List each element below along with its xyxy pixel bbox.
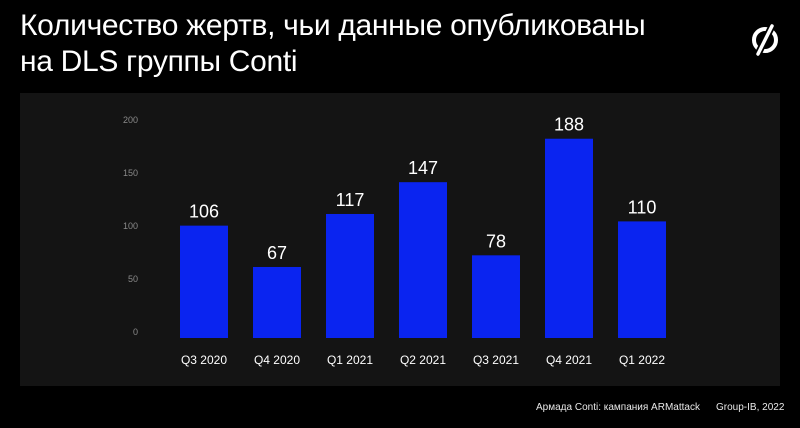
y-tick-label: 200 <box>123 115 138 125</box>
y-tick-label: 100 <box>123 221 138 231</box>
bar <box>399 182 447 338</box>
x-tick-label: Q1 2022 <box>619 353 665 367</box>
y-tick-label: 50 <box>128 274 138 284</box>
footer-source: Армада Conti: кампания ARMattack <box>536 402 700 413</box>
bar-value-label: 188 <box>554 115 584 135</box>
bar-value-label: 117 <box>336 190 365 210</box>
page-title: Количество жертв, чьи данные опубликован… <box>20 8 720 80</box>
bar-value-label: 78 <box>486 231 506 251</box>
chart-panel: 0 50 100 150 200 106 Q3 2020 67 Q4 2020 117 Q1 202… <box>20 93 780 386</box>
bar-value-label: 106 <box>189 202 219 222</box>
bar <box>472 255 520 338</box>
x-tick-label: Q1 2021 <box>327 353 373 367</box>
footer-credit: Group-IB, 2022 <box>716 402 785 413</box>
x-tick-label: Q3 2021 <box>473 353 519 367</box>
x-tick-label: Q4 2021 <box>546 353 592 367</box>
bar-value-label: 110 <box>628 197 657 217</box>
bar <box>618 221 666 338</box>
title-line-1: Количество жертв, чьи данные опубликован… <box>20 9 646 42</box>
y-tick-label: 150 <box>123 168 138 178</box>
title-line-2: на DLS группы Conti <box>20 45 298 78</box>
bar <box>545 138 593 338</box>
x-tick-label: Q2 2021 <box>400 353 446 367</box>
group-ib-logo-icon <box>752 24 778 56</box>
x-tick-label: Q4 2020 <box>254 353 300 367</box>
y-tick-label: 0 <box>133 327 138 337</box>
bar-value-label: 67 <box>267 243 287 263</box>
bar <box>326 213 374 338</box>
bar <box>180 225 228 338</box>
x-tick-label: Q3 2020 <box>181 353 227 367</box>
bar <box>253 266 301 338</box>
bar-value-label: 147 <box>408 158 438 178</box>
bar-chart: 0 50 100 150 200 106 Q3 2020 67 Q4 2020 117 Q1 202… <box>123 115 666 367</box>
